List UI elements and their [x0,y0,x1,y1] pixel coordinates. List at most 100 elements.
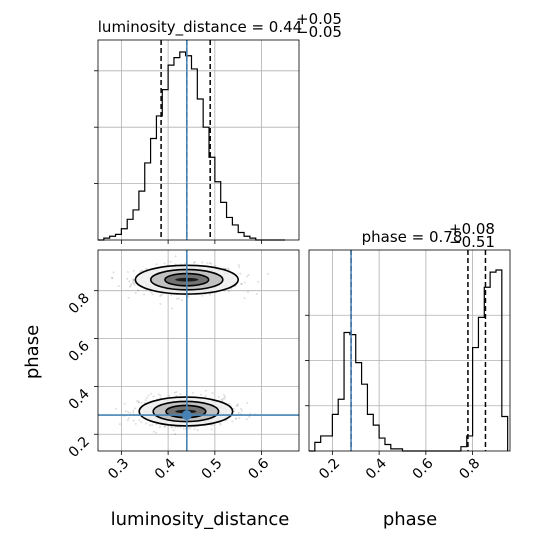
sample-point [138,419,141,422]
x-tick-label: 0.6 [245,455,272,482]
sample-point [132,269,135,272]
sample-point [184,262,187,265]
axes-frame [97,39,300,241]
histogram-step-line [309,269,509,452]
sample-point [210,428,213,431]
sample-point [240,409,243,412]
sample-point [145,268,147,271]
sample-point [140,269,143,272]
sample-point [189,426,192,429]
truth-marker [181,410,192,421]
sample-point [211,391,214,394]
sample-point [151,293,154,296]
sample-point [188,427,191,430]
sample-point [148,424,151,427]
sample-point [267,273,269,275]
sample-point [159,295,162,298]
sample-point [226,267,229,270]
sample-point [128,417,130,420]
sample-point [159,394,162,397]
sample-point [124,410,127,413]
sample-point [145,422,148,425]
sample-point [257,280,260,283]
histogram-step-line [98,51,285,241]
sample-point [223,395,226,398]
sample-point [159,293,162,296]
joint-distribution-panel: 0.3 0.4 0.5 0.6 0.2 0.4 0.6 0.8 [66,249,300,483]
sample-point [237,264,240,267]
sample-point [150,291,153,294]
sample-point [132,409,135,412]
sample-point [127,411,130,413]
luminosity-distance-axis-label: luminosity_distance [111,509,290,530]
sample-point [157,393,160,396]
sample-point [243,281,246,284]
sample-point [246,401,249,404]
sample-point [191,392,194,394]
phase-histogram-panel: 0.2 0.4 0.6 0.8 [305,249,511,483]
sample-point [168,394,171,397]
axes-frame [308,249,511,452]
sample-point [179,426,182,429]
sample-point [221,399,224,402]
sample-point [132,282,135,285]
sample-point [201,294,204,297]
sample-point [222,397,225,400]
sample-point [169,260,172,263]
sample-point [110,277,113,279]
sample-point [155,263,158,266]
sample-point [132,278,135,281]
x-tick-label: 0.3 [105,456,132,483]
sample-point [152,395,155,398]
sample-point [174,255,177,258]
sample-point [235,404,238,407]
sample-point [134,407,137,410]
sample-point [134,292,137,294]
sample-point [236,403,239,406]
sample-point [210,262,213,265]
sample-point [163,425,166,428]
sample-point [239,272,242,275]
y-tick-label: 0.6 [66,338,93,365]
x-tick-label: 0.2 [316,456,343,483]
sample-point [249,412,252,415]
sample-point [231,420,234,423]
x-tick-label: 0.8 [456,456,483,483]
luminosity-distance-title-minus: −0.05 [296,23,342,41]
sample-point [170,294,173,296]
sample-point [126,419,129,421]
sample-point [147,394,150,397]
sample-point [172,429,175,432]
sample-point [240,283,243,286]
sample-point [208,262,211,264]
luminosity-distance-histogram-panel [94,39,300,244]
x-tick-label: 0.4 [152,455,179,482]
sample-point [220,398,223,401]
sample-point [228,290,230,293]
sample-point [196,429,199,432]
sample-point [140,421,143,424]
sample-point [118,423,121,426]
sample-point [240,282,243,285]
sample-point [248,415,251,418]
sample-point [219,422,222,425]
sample-point [161,293,164,296]
sample-point [137,401,140,404]
sample-point [247,273,250,276]
sample-point [137,400,140,403]
sample-point [174,426,177,429]
sample-point [159,303,162,305]
sample-point [163,262,166,265]
x-tick-label: 0.4 [363,455,390,482]
sample-point [129,284,132,287]
sample-point [132,281,135,284]
sample-point [158,426,161,429]
sample-point [117,285,120,288]
sample-point [238,266,241,269]
sample-point [205,389,207,392]
sample-point [112,271,115,274]
sample-point [182,427,185,430]
sample-point [133,283,136,286]
sample-point [175,394,178,397]
